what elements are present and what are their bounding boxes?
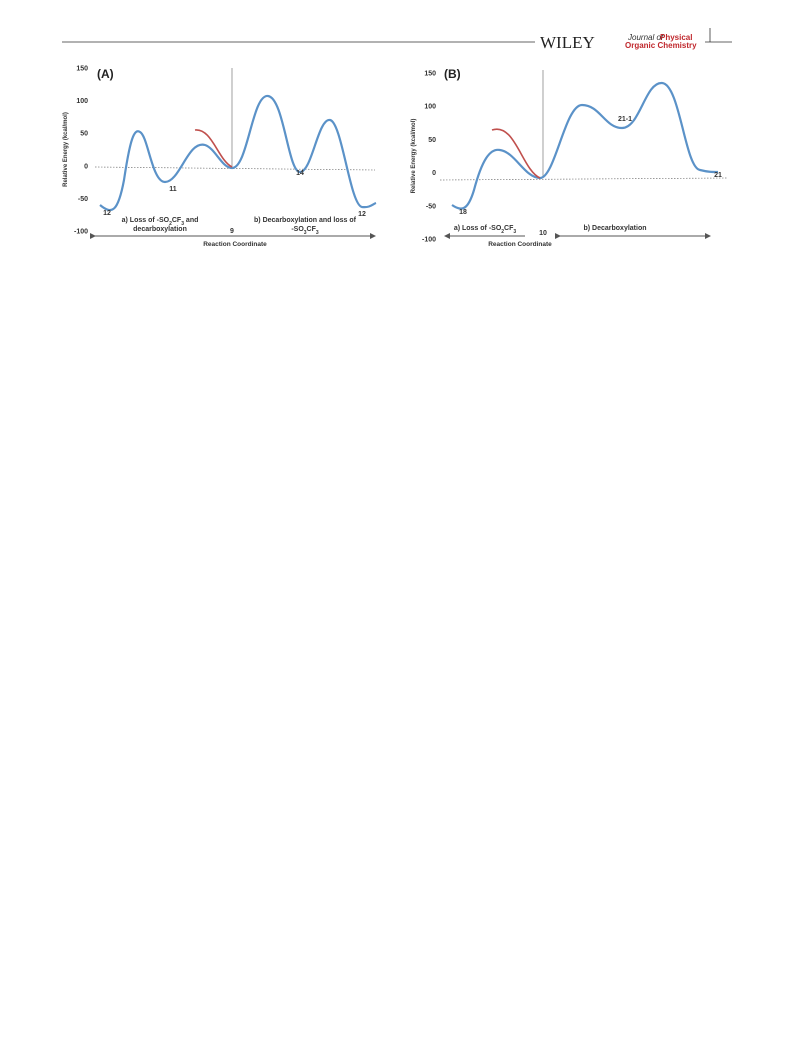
- journal-prefix: Journal of: [627, 33, 664, 42]
- y-tick-label: 50: [428, 137, 436, 144]
- x-axis-label: Reaction Coordinate: [203, 241, 267, 248]
- species-label: 10: [539, 230, 547, 237]
- energy-profile: [451, 81, 719, 210]
- label-part: 3: [513, 229, 516, 235]
- label-part: b) Decarboxylation and loss of: [254, 217, 357, 224]
- species-label: 9: [230, 228, 234, 235]
- y-tick-label: 100: [424, 104, 436, 111]
- alt-profile: [491, 128, 541, 179]
- label-part: a) Loss of -SO: [122, 217, 170, 224]
- panel-label: (B): [444, 67, 461, 81]
- label-part: 2: [501, 229, 504, 235]
- section-label: b) Decarboxylation: [583, 225, 646, 232]
- label-part: and: [184, 217, 198, 224]
- label-part: CF: [504, 225, 514, 232]
- label-part: 3: [181, 221, 184, 227]
- label-part: decarboxylation: [133, 226, 187, 233]
- logo: WILEY: [540, 33, 595, 52]
- y-tick-label: 50: [80, 131, 88, 138]
- section-label: decarboxylation: [133, 226, 187, 233]
- y-axis-label: Relative Energy (kcal/mol): [411, 119, 417, 194]
- logo-bg: [535, 34, 705, 48]
- label-part: CF: [172, 217, 182, 224]
- energy-profile: [99, 94, 377, 212]
- journal-bold: Physical: [660, 33, 692, 42]
- y-axis-label: Relative Energy (kcal/mol): [63, 112, 69, 187]
- x-axis-label: Reaction Coordinate: [488, 241, 552, 248]
- species-label: 21-1: [618, 116, 632, 123]
- journal-line2: Organic Chemistry: [625, 41, 697, 50]
- species-label: 12: [358, 211, 366, 218]
- label-part: a) Loss of -SO: [454, 225, 502, 232]
- label-part: b) Decarboxylation: [583, 225, 646, 232]
- label-part: 3: [316, 230, 319, 236]
- y-tick-label: 0: [432, 170, 436, 177]
- species-label: 14: [296, 170, 304, 177]
- species-label: 12: [103, 210, 111, 217]
- y-tick-label: 150: [76, 66, 88, 73]
- panel-label: (A): [97, 67, 114, 81]
- species-label: 21: [714, 172, 722, 179]
- section-label: -SO3CF3: [291, 226, 319, 236]
- label-part: CF: [307, 226, 317, 233]
- baseline: [439, 177, 729, 181]
- label-part: 2: [169, 221, 172, 227]
- y-tick-label: -100: [74, 229, 88, 236]
- alt-profile: [194, 129, 233, 168]
- y-tick-label: 0: [84, 163, 88, 170]
- label-part: -SO: [291, 226, 304, 233]
- section-label: a) Loss of -SO2CF3: [454, 225, 517, 235]
- y-tick-label: 100: [76, 98, 88, 105]
- y-tick-label: -50: [426, 203, 436, 210]
- y-tick-label: 150: [424, 71, 436, 78]
- species-label: 11: [169, 186, 177, 193]
- y-tick-label: -50: [78, 196, 88, 203]
- section-label: a) Loss of -SO2CF3 and: [122, 217, 199, 227]
- section-label: b) Decarboxylation and loss of: [254, 217, 357, 224]
- species-label: 18: [459, 209, 467, 216]
- y-tick-label: -100: [422, 237, 436, 244]
